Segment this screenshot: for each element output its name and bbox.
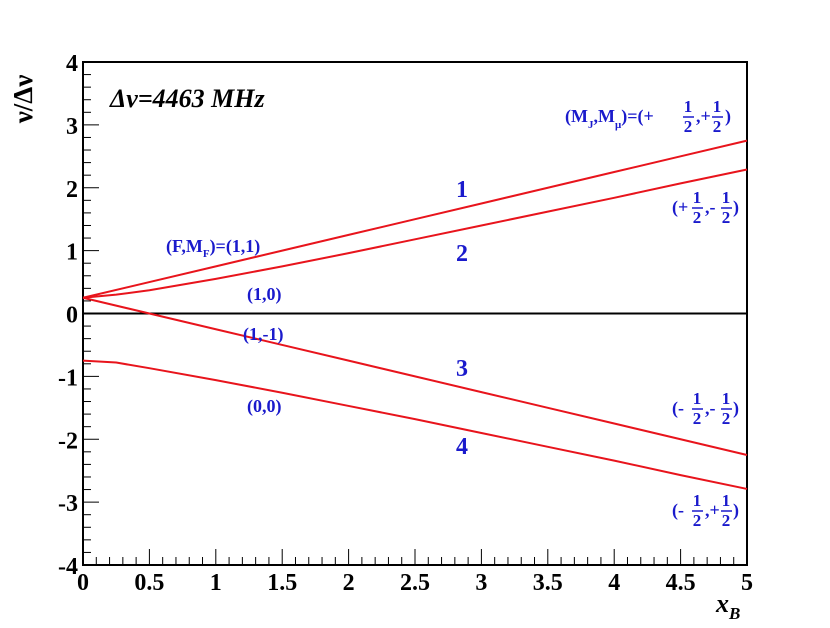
x-tick-label: 0.5: [134, 570, 164, 596]
svg-text:): ): [725, 106, 731, 127]
right-state-label-1: (+ 12,- 12): [672, 188, 739, 227]
svg-text:): ): [733, 398, 739, 419]
x-tick-label: 1: [210, 570, 222, 596]
x-tick-label: 4: [608, 570, 620, 596]
svg-text:(-: (-: [672, 398, 684, 419]
y-tick-label: 1: [66, 240, 78, 266]
x-tick-label: 2.5: [400, 570, 430, 596]
svg-text:2: 2: [693, 208, 702, 227]
y-tick-label: -4: [58, 554, 78, 580]
svg-text:,+: ,+: [705, 500, 720, 520]
svg-text:1: 1: [722, 389, 731, 408]
state-label-f-sub: F: [203, 248, 210, 260]
x-axis-label-main: x: [715, 589, 729, 618]
state-label-1-0: (1,0): [247, 284, 282, 305]
state-label-1-m1: (1,-1): [243, 324, 283, 345]
mj-mmu-label: (MJ,Mμ)=(+ 1 2 ,+ 1 2 ): [565, 97, 731, 136]
axis-ticks: [82, 61, 748, 566]
series-line-2: [82, 168, 748, 299]
curve-label-3: 3: [456, 356, 468, 382]
right-state-label-3: (- 12,+ 12): [672, 491, 739, 530]
svg-text:2: 2: [722, 409, 731, 428]
y-tick-labels: 4 3 2 1 0 -1 -2 -3 -4: [58, 51, 78, 580]
x-tick-label: 3: [475, 570, 487, 596]
svg-text:2: 2: [693, 511, 702, 530]
x-tick-label: 4.5: [666, 570, 696, 596]
svg-text:): ): [733, 197, 739, 218]
x-axis-label: xB: [715, 589, 740, 623]
y-tick-label: 3: [66, 114, 78, 140]
svg-text:(MJ,Mμ)=(+: (MJ,Mμ)=(+: [565, 106, 654, 131]
state-label-f-mf: (F,M: [166, 236, 203, 257]
svg-text:1: 1: [722, 491, 731, 510]
svg-text:2: 2: [722, 208, 731, 227]
curve-label-1: 1: [456, 177, 468, 203]
x-tick-label: 3.5: [533, 570, 563, 596]
svg-text:2: 2: [722, 511, 731, 530]
svg-text:1: 1: [693, 491, 702, 510]
series-line-1: [82, 139, 748, 299]
x-tick-label: 5: [741, 570, 753, 596]
right-state-label-2: (- 12,- 12): [672, 389, 739, 428]
series-line-3: [82, 296, 748, 456]
svg-text:2: 2: [713, 117, 722, 136]
svg-text:,+: ,+: [696, 106, 711, 126]
series-line-4: [82, 359, 748, 490]
x-tick-label: 2: [343, 570, 355, 596]
y-tick-label: 4: [66, 51, 78, 77]
svg-text:,-: ,-: [705, 398, 716, 418]
hyperfine-splitting-text: Δν=4463 MHz: [109, 84, 265, 113]
svg-text:2: 2: [684, 117, 693, 136]
y-tick-label: -2: [58, 428, 78, 454]
curve-label-2: 2: [456, 241, 468, 267]
svg-text:(+: (+: [672, 197, 688, 218]
x-axis-label-sub: B: [728, 604, 740, 623]
svg-text:1: 1: [722, 188, 731, 207]
svg-text:1: 1: [693, 188, 702, 207]
state-label-0-0: (0,0): [247, 396, 282, 417]
svg-text:(-: (-: [672, 500, 684, 521]
series-lines: [82, 139, 748, 490]
curve-label-4: 4: [456, 434, 468, 460]
y-tick-label: -1: [58, 365, 78, 391]
y-tick-label: -3: [58, 491, 78, 517]
svg-text:): ): [733, 500, 739, 521]
svg-text:,-: ,-: [705, 197, 716, 217]
svg-text:2: 2: [693, 409, 702, 428]
svg-text:1: 1: [713, 97, 722, 116]
state-label-f-value: )=(1,1): [210, 236, 261, 257]
svg-text:1: 1: [684, 97, 693, 116]
x-tick-label: 1.5: [267, 570, 297, 596]
x-tick-label: 0: [77, 570, 89, 596]
svg-text:1: 1: [693, 389, 702, 408]
state-label-f1-mf1: (F,MF)=(1,1): [166, 236, 260, 260]
y-tick-label: 2: [66, 177, 78, 203]
x-tick-labels: 0 0.5 1 1.5 2 2.5 3 3.5 4 4.5 5: [77, 570, 753, 596]
y-axis-label: ν/Δν: [8, 75, 38, 125]
y-tick-label: 0: [66, 303, 78, 329]
right-state-labels: (+ 12,- 12)(- 12,- 12)(- 12,+ 12): [672, 188, 739, 530]
